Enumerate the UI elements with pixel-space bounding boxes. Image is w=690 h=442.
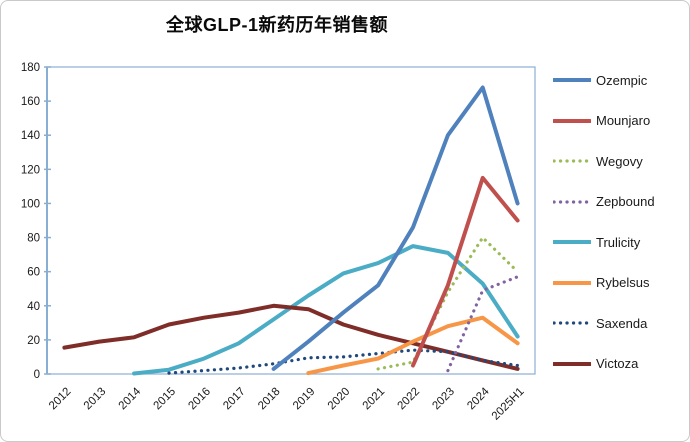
x-tick-label: 2022	[396, 386, 423, 413]
x-tick-label: 2024	[465, 385, 492, 412]
series-line-mounjaro	[411, 175, 520, 368]
x-tick-label: 2015	[152, 386, 179, 413]
x-tick-label: 2014	[117, 385, 144, 412]
legend-label-victoza: Victoza	[596, 356, 639, 371]
legend-label-trulicity: Trulicity	[596, 234, 641, 250]
y-tick-label: 60	[27, 267, 40, 279]
x-axis: 2012 2013 2014 2015 2016 2017 2018 2019 2020 2021…	[47, 385, 527, 422]
x-tick-label: 2019	[291, 386, 318, 413]
legend-item-zepbound[interactable]: Zepbound	[553, 194, 655, 210]
y-tick-label: 120	[21, 164, 40, 176]
series-line-trulicity	[132, 244, 520, 376]
x-tick-label: 2025H1	[490, 386, 527, 423]
legend-line-sample-mounjaro	[553, 118, 591, 123]
legend-item-wegovy[interactable]: Wegovy	[553, 153, 643, 169]
legend-label-mounjaro: Mounjaro	[596, 113, 651, 128]
y-tick-label: 80	[27, 233, 40, 245]
y-tick-label: 100	[21, 198, 40, 210]
series-line-rybelsus	[306, 315, 520, 376]
legend-line-sample-zepbound	[553, 199, 591, 204]
y-tick-label: 140	[21, 130, 40, 142]
y-tick-label: 0	[34, 369, 40, 381]
y-tick-label: 20	[27, 335, 40, 347]
legend-line-sample-victoza	[553, 361, 591, 366]
y-tick-label: 180	[21, 62, 40, 74]
x-tick-label: 2013	[82, 386, 109, 413]
y-tick-label: 40	[27, 301, 40, 313]
series-line-ozempic	[271, 85, 520, 371]
series-line-victoza	[62, 303, 520, 371]
legend-item-rybelsus[interactable]: Rybelsus	[553, 275, 649, 291]
series-line-wegovy	[376, 236, 520, 371]
legend-item-ozempic[interactable]: Ozempic	[553, 72, 647, 88]
legend-line-sample-trulicity	[553, 240, 591, 244]
legend-line-sample-saxenda	[553, 321, 591, 325]
legend-line-sample-rybelsus	[553, 280, 591, 285]
y-axis: 0 20 40 60 80 100 120 140 160 180	[21, 62, 51, 381]
legend-label-ozempic: Ozempic	[596, 72, 648, 88]
x-tick-label: 2018	[256, 386, 283, 413]
x-tick-label: 2020	[326, 386, 353, 413]
legend-label-zepbound: Zepbound	[596, 194, 655, 209]
legend-item-trulicity[interactable]: Trulicity	[553, 234, 640, 250]
x-tick-label: 2016	[186, 386, 213, 413]
x-tick-label: 2023	[430, 386, 457, 413]
chart-legend: Ozempic Mounjaro Wegovy Zepbound Trulicity Ry…	[553, 1, 689, 441]
x-tick-label: 2017	[221, 386, 248, 413]
series-line-saxenda	[167, 348, 520, 375]
legend-item-mounjaro[interactable]: Mounjaro	[553, 113, 650, 129]
x-tick-label: 2012	[47, 386, 74, 413]
legend-label-rybelsus: Rybelsus	[596, 275, 650, 290]
legend-line-sample-wegovy	[553, 159, 591, 163]
x-tick-label: 2021	[361, 386, 388, 413]
y-tick-label: 160	[21, 96, 40, 108]
legend-item-victoza[interactable]: Victoza	[553, 356, 638, 372]
legend-label-saxenda: Saxenda	[596, 315, 648, 331]
legend-label-wegovy: Wegovy	[596, 153, 643, 169]
legend-item-saxenda[interactable]: Saxenda	[553, 315, 647, 331]
chart-title: 全球GLP-1新药历年销售额	[165, 15, 388, 35]
legend-line-sample-ozempic	[553, 78, 591, 82]
